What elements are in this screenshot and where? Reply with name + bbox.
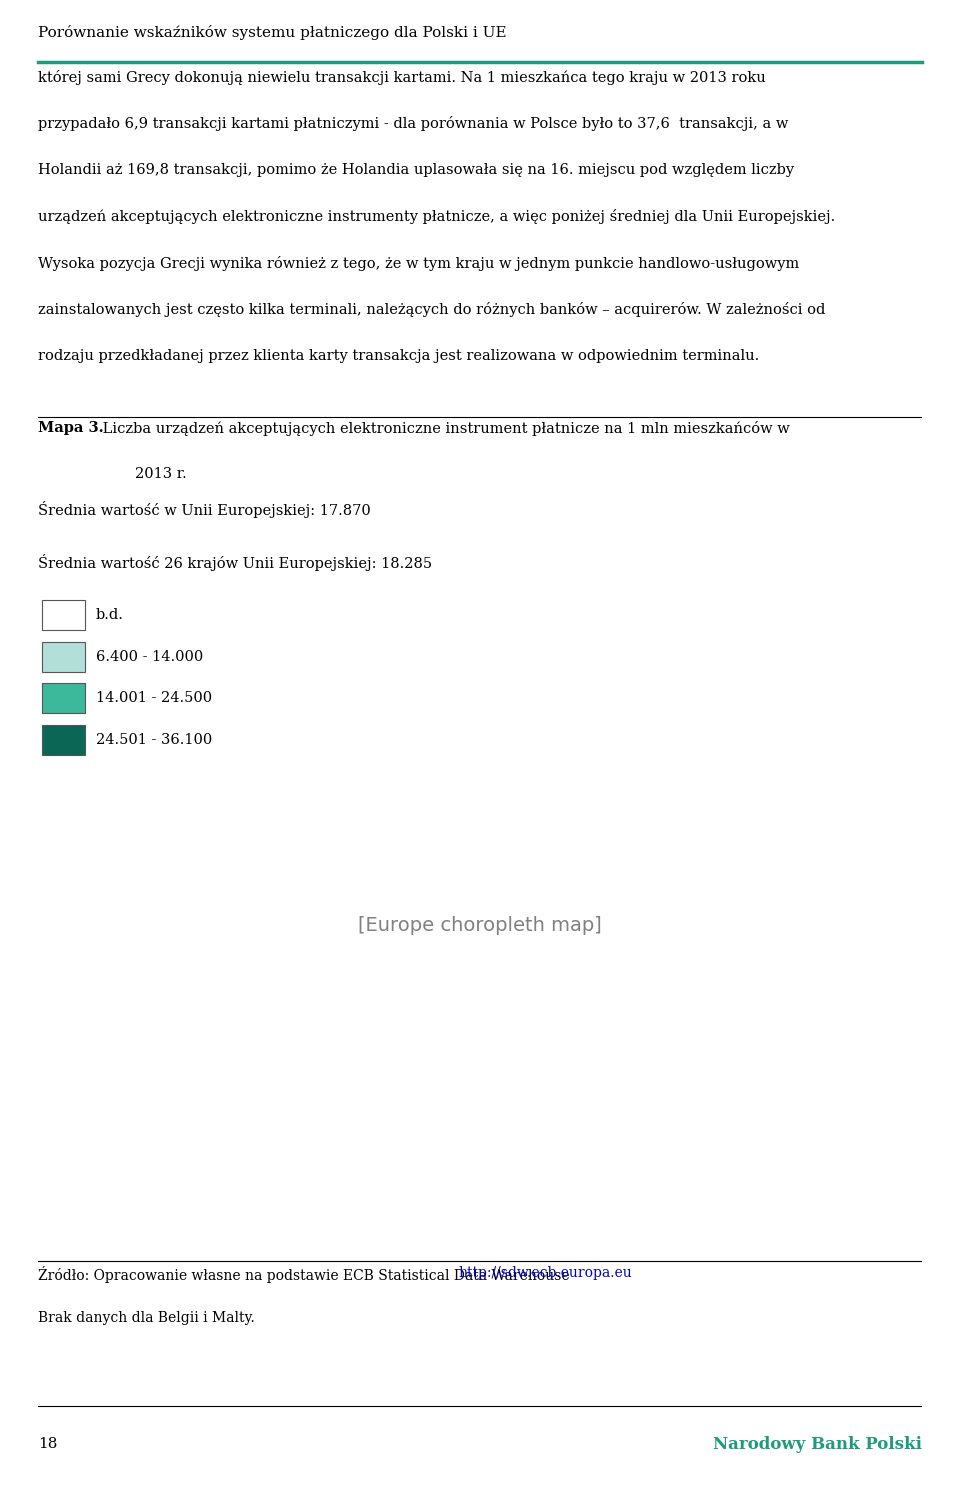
Text: Wysoka pozycja Grecji wynika również z tego, że w tym kraju w jednym punkcie han: Wysoka pozycja Grecji wynika również z t… — [38, 256, 800, 270]
Text: b.d.: b.d. — [96, 608, 124, 623]
Text: urządzeń akceptujących elektroniczne instrumenty płatnicze, a więc poniżej średn: urządzeń akceptujących elektroniczne ins… — [38, 210, 835, 224]
Text: zainstalowanych jest często kilka terminali, należących do różnych banków – acqu: zainstalowanych jest często kilka termin… — [38, 303, 826, 318]
Text: 14.001 - 24.500: 14.001 - 24.500 — [96, 691, 211, 706]
Text: Średnia wartość w Unii Europejskiej: 17.870: Średnia wartość w Unii Europejskiej: 17.… — [38, 501, 372, 517]
Text: rodzaju przedkładanej przez klienta karty transakcja jest realizowana w odpowied: rodzaju przedkładanej przez klienta kart… — [38, 349, 759, 363]
Text: Porównanie wskaźników systemu płatniczego dla Polski i UE: Porównanie wskaźników systemu płatniczeg… — [38, 24, 507, 40]
Text: http://sdw.ecb.europa.eu: http://sdw.ecb.europa.eu — [459, 1266, 633, 1279]
FancyBboxPatch shape — [42, 725, 85, 755]
Text: przypadało 6,9 transakcji kartami płatniczymi - dla porównania w Polsce było to : przypadało 6,9 transakcji kartami płatni… — [38, 116, 789, 131]
Text: 24.501 - 36.100: 24.501 - 36.100 — [96, 733, 212, 747]
Text: 18: 18 — [38, 1437, 58, 1452]
FancyBboxPatch shape — [42, 684, 85, 713]
Text: Narodowy Bank Polski: Narodowy Bank Polski — [712, 1435, 922, 1453]
Text: Holandii aż 169,8 transakcji, pomimo że Holandia uplasowała się na 16. miejscu p: Holandii aż 169,8 transakcji, pomimo że … — [38, 163, 795, 177]
Text: Średnia wartość 26 krajów Unii Europejskiej: 18.285: Średnia wartość 26 krajów Unii Europejsk… — [38, 554, 433, 571]
Text: której sami Grecy dokonują niewielu transakcji kartami. Na 1 mieszkańca tego kra: której sami Grecy dokonują niewielu tran… — [38, 70, 766, 85]
FancyBboxPatch shape — [42, 642, 85, 672]
Text: Źródło: Opracowanie własne na podstawie ECB Statistical Data Warehouse: Źródło: Opracowanie własne na podstawie … — [38, 1266, 574, 1282]
Text: 6.400 - 14.000: 6.400 - 14.000 — [96, 649, 203, 664]
FancyBboxPatch shape — [42, 600, 85, 630]
Text: Liczba urządzeń akceptujących elektroniczne instrument płatnicze na 1 mln mieszk: Liczba urządzeń akceptujących elektronic… — [99, 421, 790, 435]
Text: Brak danych dla Belgii i Malty.: Brak danych dla Belgii i Malty. — [38, 1311, 255, 1324]
Text: [Europe choropleth map]: [Europe choropleth map] — [358, 915, 602, 935]
Text: 2013 r.: 2013 r. — [99, 467, 187, 481]
Text: Mapa 3.: Mapa 3. — [38, 421, 104, 434]
